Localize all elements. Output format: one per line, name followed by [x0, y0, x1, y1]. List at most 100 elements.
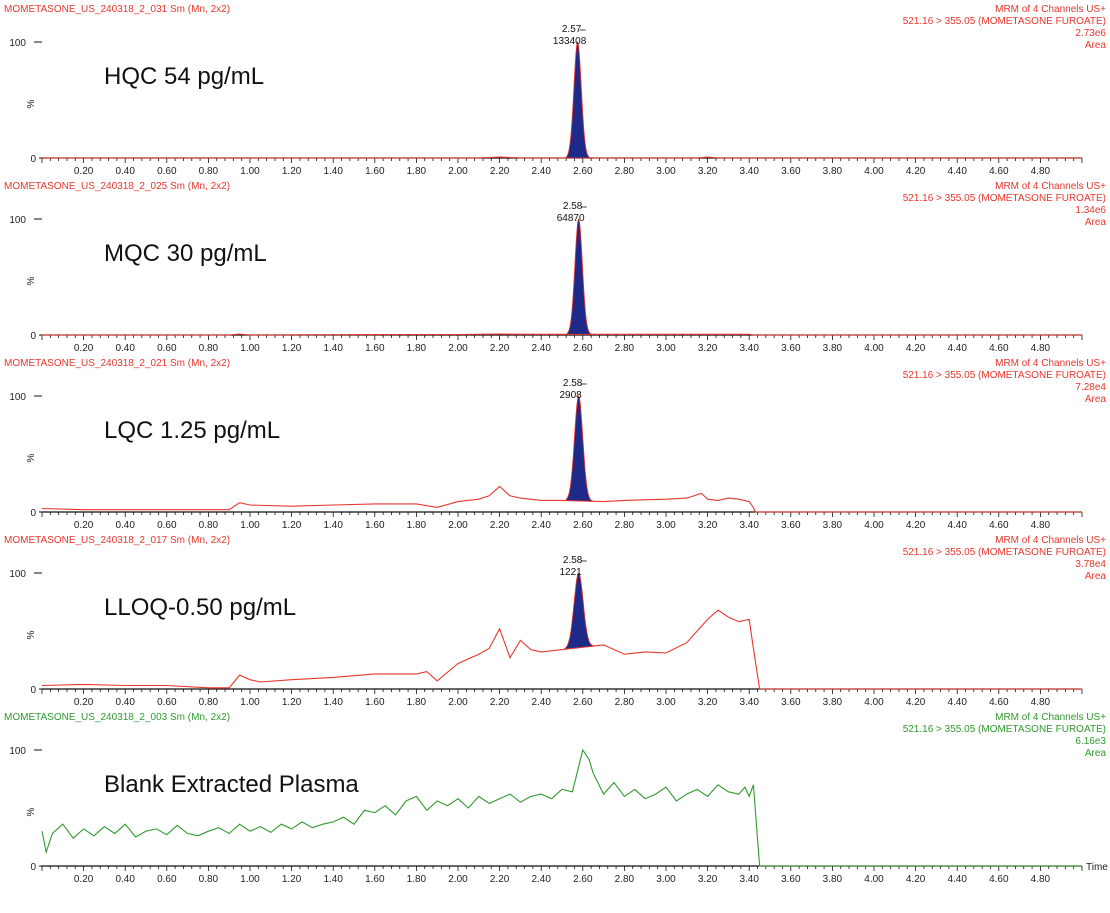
x-tick-label: 1.20 — [282, 697, 302, 708]
x-tick-label: 1.80 — [407, 874, 427, 885]
x-tick-label: 4.20 — [906, 697, 926, 708]
sample-label: LLOQ-0.50 pg/mL — [104, 594, 296, 621]
x-tick-label: 3.40 — [739, 166, 759, 177]
panel-channel-info: 7.28e4 — [1075, 382, 1106, 393]
panel-file-label: MOMETASONE_US_240318_2_021 Sm (Mn, 2x2) — [4, 358, 230, 369]
x-tick-label: 2.00 — [448, 697, 468, 708]
integrated-peak — [565, 395, 594, 502]
x-tick-label: 4.00 — [864, 697, 884, 708]
x-tick-label: 3.80 — [823, 343, 843, 354]
x-axis-title: Time — [1086, 862, 1108, 873]
x-tick-label: 3.20 — [698, 697, 718, 708]
x-tick-label: 0.20 — [74, 697, 94, 708]
x-tick-label: 1.00 — [240, 520, 260, 531]
panel-channel-info: MRM of 4 Channels US+ — [995, 4, 1106, 15]
panel-channel-info: 521.16 > 355.05 (MOMETASONE FUROATE) — [903, 16, 1106, 27]
x-tick-label: 2.80 — [615, 343, 635, 354]
y-max-label: 100 — [9, 392, 26, 403]
x-tick-label: 1.60 — [365, 166, 385, 177]
x-tick-label: 2.80 — [615, 520, 635, 531]
chromatogram-panel: MOMETASONE_US_240318_2_025 Sm (Mn, 2x2) M… — [4, 181, 1106, 354]
x-tick-label: 1.80 — [407, 697, 427, 708]
peak-rt-label: 2.58 — [563, 201, 583, 212]
x-tick-label: 3.80 — [823, 166, 843, 177]
x-tick-label: 4.80 — [1031, 166, 1051, 177]
x-tick-label: 3.80 — [823, 520, 843, 531]
chromatogram-trace — [42, 333, 1082, 336]
x-tick-label: 2.40 — [531, 874, 551, 885]
panel-file-label: MOMETASONE_US_240318_2_017 Sm (Mn, 2x2) — [4, 535, 230, 546]
x-tick-label: 0.40 — [115, 874, 135, 885]
integrated-peak — [566, 41, 591, 159]
x-tick-label: 2.20 — [490, 697, 510, 708]
panel-channel-info: MRM of 4 Channels US+ — [995, 535, 1106, 546]
chromatogram-panel: MOMETASONE_US_240318_2_021 Sm (Mn, 2x2) M… — [4, 358, 1106, 531]
x-tick-label: 0.20 — [74, 520, 94, 531]
sample-label: LQC 1.25 pg/mL — [104, 417, 280, 444]
x-tick-label: 4.40 — [947, 520, 967, 531]
peak-area-label: 133408 — [553, 36, 587, 47]
x-tick-label: 0.60 — [157, 166, 177, 177]
sample-label: HQC 54 pg/mL — [104, 63, 264, 90]
x-tick-label: 2.00 — [448, 343, 468, 354]
panel-channel-info: 3.78e4 — [1075, 559, 1106, 570]
y-percent-label: % — [26, 276, 37, 285]
x-tick-label: 4.40 — [947, 343, 967, 354]
x-tick-label: 2.40 — [531, 520, 551, 531]
panel-channel-info: MRM of 4 Channels US+ — [995, 358, 1106, 369]
y-max-label: 100 — [9, 746, 26, 757]
y-max-label: 100 — [9, 215, 26, 226]
x-tick-label: 2.80 — [615, 874, 635, 885]
x-tick-label: 4.80 — [1031, 697, 1051, 708]
x-tick-label: 3.60 — [781, 166, 801, 177]
chromatogram-trace — [41, 748, 1082, 867]
x-tick-label: 2.40 — [531, 343, 551, 354]
x-tick-label: 3.00 — [656, 697, 676, 708]
x-tick-label: 2.40 — [531, 166, 551, 177]
x-tick-label: 4.40 — [947, 874, 967, 885]
panel-file-label: MOMETASONE_US_240318_2_003 Sm (Mn, 2x2) — [4, 712, 230, 723]
panel-channel-info: Area — [1085, 394, 1107, 405]
peak-rt-label: 2.58 — [563, 378, 583, 389]
x-tick-label: 2.20 — [490, 343, 510, 354]
chromatogram-trace — [41, 609, 1082, 690]
x-tick-label: 0.60 — [157, 697, 177, 708]
sample-label: Blank Extracted Plasma — [104, 771, 359, 798]
panel-channel-info: Area — [1085, 748, 1107, 759]
x-tick-label: 2.60 — [573, 166, 593, 177]
x-tick-label: 0.80 — [199, 166, 219, 177]
x-tick-label: 1.40 — [323, 520, 343, 531]
panel-channel-info: 521.16 > 355.05 (MOMETASONE FUROATE) — [903, 547, 1106, 558]
x-tick-label: 1.40 — [323, 697, 343, 708]
chromatogram-panel: MOMETASONE_US_240318_2_017 Sm (Mn, 2x2) M… — [4, 535, 1106, 708]
y-min-label: 0 — [30, 331, 36, 342]
x-tick-label: 4.60 — [989, 697, 1009, 708]
x-tick-label: 3.40 — [739, 520, 759, 531]
x-tick-label: 1.00 — [240, 166, 260, 177]
x-tick-label: 2.20 — [490, 874, 510, 885]
x-tick-label: 0.40 — [115, 166, 135, 177]
x-tick-label: 1.80 — [407, 166, 427, 177]
x-tick-label: 0.40 — [115, 520, 135, 531]
x-tick-label: 4.20 — [906, 343, 926, 354]
x-tick-label: 3.40 — [739, 874, 759, 885]
panel-channel-info: MRM of 4 Channels US+ — [995, 712, 1106, 723]
x-tick-label: 4.80 — [1031, 343, 1051, 354]
integrated-peak — [564, 572, 595, 650]
x-tick-label: 1.20 — [282, 166, 302, 177]
x-tick-label: 4.00 — [864, 520, 884, 531]
y-max-label: 100 — [9, 569, 26, 580]
x-tick-label: 1.80 — [407, 520, 427, 531]
x-tick-label: 2.00 — [448, 166, 468, 177]
panel-channel-info: Area — [1085, 40, 1107, 51]
sample-label: MQC 30 pg/mL — [104, 240, 267, 267]
x-tick-label: 0.40 — [115, 697, 135, 708]
x-tick-label: 3.20 — [698, 874, 718, 885]
panel-channel-info: 521.16 > 355.05 (MOMETASONE FUROATE) — [903, 370, 1106, 381]
x-tick-label: 3.20 — [698, 343, 718, 354]
x-tick-label: 3.60 — [781, 343, 801, 354]
chromatogram-panel: MOMETASONE_US_240318_2_003 Sm (Mn, 2x2) M… — [4, 712, 1108, 885]
x-tick-label: 3.60 — [781, 874, 801, 885]
x-tick-label: 0.60 — [157, 874, 177, 885]
x-tick-label: 1.00 — [240, 697, 260, 708]
